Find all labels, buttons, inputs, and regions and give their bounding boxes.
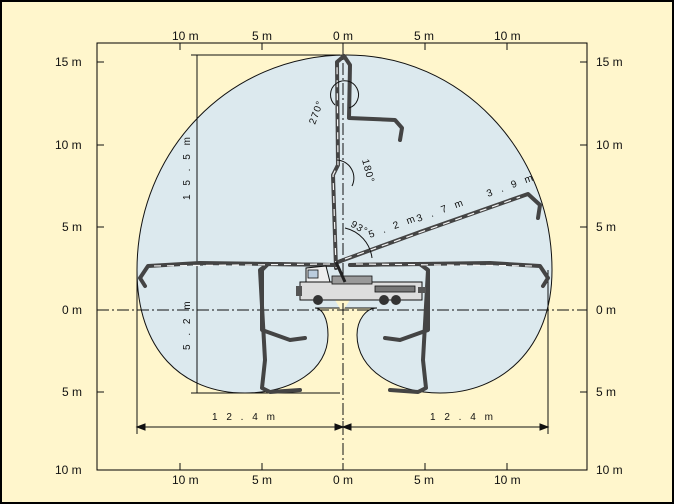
top-label: 10 m <box>172 29 199 43</box>
right-axis-labels: 15 m 10 m 5 m 0 m 5 m 10 m <box>596 55 623 477</box>
top-label: 5 m <box>252 29 272 43</box>
reach-envelope-area <box>136 54 553 394</box>
bottom-label: 10 m <box>494 473 521 487</box>
bottom-ticks <box>179 463 508 470</box>
right-label: 15 m <box>596 55 623 69</box>
left-width-label: 1 2 . 4 m <box>212 412 278 423</box>
top-label: 0 m <box>333 29 353 43</box>
angle-markers <box>330 80 373 259</box>
right-label: 0 m <box>596 303 616 317</box>
left-label: 5 m <box>62 220 82 234</box>
right-label: 5 m <box>596 220 616 234</box>
right-ticks <box>580 61 587 393</box>
right-label: 5 m <box>596 385 616 399</box>
boom-left-folded <box>138 261 338 394</box>
plot-frame <box>96 42 588 471</box>
bottom-label: 5 m <box>252 473 272 487</box>
right-label: 10 m <box>596 138 623 152</box>
left-label: 15 m <box>55 55 82 69</box>
right-width-label: 1 2 . 4 m <box>430 412 496 423</box>
boom-right-folded <box>348 261 550 394</box>
top-label: 10 m <box>494 29 521 43</box>
bottom-axis-labels: 10 m 5 m 0 m 5 m 10 m <box>172 473 521 487</box>
top-axis-labels: 10 m 5 m 0 m 5 m 10 m <box>172 29 521 43</box>
left-label: 0 m <box>62 303 82 317</box>
left-label: 5 m <box>62 385 82 399</box>
vertical-reach-label: 1 5 . 5 m <box>182 134 193 200</box>
left-label: 10 m <box>55 463 82 477</box>
bottom-label: 0 m <box>333 473 353 487</box>
left-axis-labels: 15 m 10 m 5 m 0 m 5 m 10 m <box>55 55 82 477</box>
left-label: 10 m <box>55 138 82 152</box>
right-label: 10 m <box>596 463 623 477</box>
boom-angled <box>336 192 542 264</box>
boom-vertical <box>331 54 404 270</box>
top-ticks <box>179 43 508 50</box>
left-ticks <box>97 61 104 393</box>
depth-label: 5 . 2 m <box>182 298 193 350</box>
concrete-pump-truck-icon <box>296 261 426 305</box>
bottom-label: 5 m <box>414 473 434 487</box>
vertical-dimension-lines <box>191 54 340 394</box>
bottom-label: 10 m <box>172 473 199 487</box>
top-label: 5 m <box>414 29 434 43</box>
horizontal-dimension-lines <box>135 270 550 434</box>
